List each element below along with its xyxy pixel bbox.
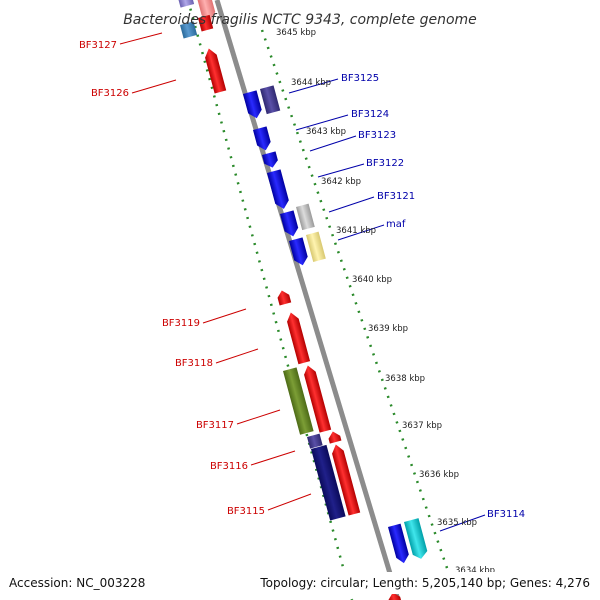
gene-feature[interactable] (387, 591, 402, 600)
gene-feature-bf3119[interactable] (276, 289, 292, 306)
kbp-label: 3642 kbp (321, 177, 361, 187)
gene-label-bf3125[interactable]: BF3125 (341, 73, 379, 84)
kbp-label: 3638 kbp (385, 374, 425, 384)
gene-label-bf3118[interactable]: BF3118 (175, 358, 213, 369)
gene-feature-bf3116[interactable] (327, 430, 342, 444)
gene-feature-bf3121[interactable] (296, 203, 315, 231)
scale-line-outer (260, 29, 460, 600)
gene-feature[interactable] (178, 0, 195, 8)
kbp-scale-labels: 3645 kbp 3644 kbp 3643 kbp 3642 kbp 3641… (276, 28, 495, 576)
gene-feature-bf3126[interactable] (203, 47, 227, 94)
gene-feature[interactable] (289, 237, 310, 267)
gene-label-bf3127[interactable]: BF3127 (79, 40, 117, 51)
gene-feature-bf3122[interactable] (267, 169, 291, 210)
gene-feature[interactable] (307, 433, 323, 449)
kbp-label: 3639 kbp (368, 324, 408, 334)
gene-feature-bf3124[interactable] (253, 126, 272, 152)
gene-label-bf3126[interactable]: BF3126 (91, 88, 129, 99)
topology-text: Topology: circular; Length: 5,205,140 bp… (259, 576, 590, 590)
accession-text: Accession: NC_003228 (9, 576, 145, 590)
left-label-connectors (119, 32, 312, 511)
gene-label-bf3119[interactable]: BF3119 (162, 318, 200, 329)
gene-feature[interactable] (243, 90, 264, 120)
gene-feature[interactable] (302, 364, 332, 433)
gene-label-bf3114[interactable]: BF3114 (487, 509, 525, 520)
gene-label-bf3122[interactable]: BF3122 (366, 158, 404, 169)
gene-label-maf[interactable]: maf (386, 219, 406, 230)
gene-label-bf3124[interactable]: BF3124 (351, 109, 389, 120)
kbp-label: 3634 kbp (455, 566, 495, 576)
kbp-label: 3643 kbp (306, 127, 346, 137)
gene-label-bf3121[interactable]: BF3121 (377, 191, 415, 202)
kbp-label: 3636 kbp (419, 470, 459, 480)
gene-label-bf3123[interactable]: BF3123 (358, 130, 396, 141)
gene-feature-bf3123[interactable] (262, 151, 279, 169)
gene-feature-bf3118[interactable] (285, 311, 311, 365)
kbp-label: 3635 kbp (437, 518, 477, 528)
gene-feature-bf3117[interactable] (283, 367, 314, 435)
kbp-label: 3641 kbp (336, 226, 376, 236)
gene-feature-bf3114[interactable] (404, 518, 429, 561)
gene-label-bf3116[interactable]: BF3116 (210, 461, 248, 472)
gene-feature[interactable] (198, 14, 214, 32)
footer-background (0, 572, 600, 594)
gene-label-bf3115[interactable]: BF3115 (227, 506, 265, 517)
gene-feature[interactable] (197, 0, 217, 23)
gene-feature-bf3115[interactable] (311, 444, 346, 521)
left-gene-labels: BF3127 BF3126 BF3119 BF3118 BF3117 BF311… (79, 40, 265, 517)
kbp-label: 3637 kbp (402, 421, 442, 431)
kbp-label: 3640 kbp (352, 275, 392, 285)
genome-title: Bacteroides fragilis NCTC 9343, complete… (123, 12, 477, 28)
right-label-connectors (288, 78, 486, 532)
gene-feature[interactable] (180, 21, 198, 39)
gene-feature[interactable] (280, 210, 300, 238)
gene-feature[interactable] (388, 523, 411, 565)
gene-feature[interactable] (330, 443, 361, 516)
kbp-label: 3644 kbp (291, 78, 331, 88)
kbp-label: 3645 kbp (276, 28, 316, 38)
gene-features (178, 0, 429, 600)
right-gene-labels: BF3125 BF3124 BF3123 BF3122 BF3121 maf B… (341, 73, 525, 520)
gene-label-bf3117[interactable]: BF3117 (196, 420, 234, 431)
gene-feature-bf3125[interactable] (260, 85, 281, 115)
gene-feature-maf[interactable] (306, 231, 326, 263)
